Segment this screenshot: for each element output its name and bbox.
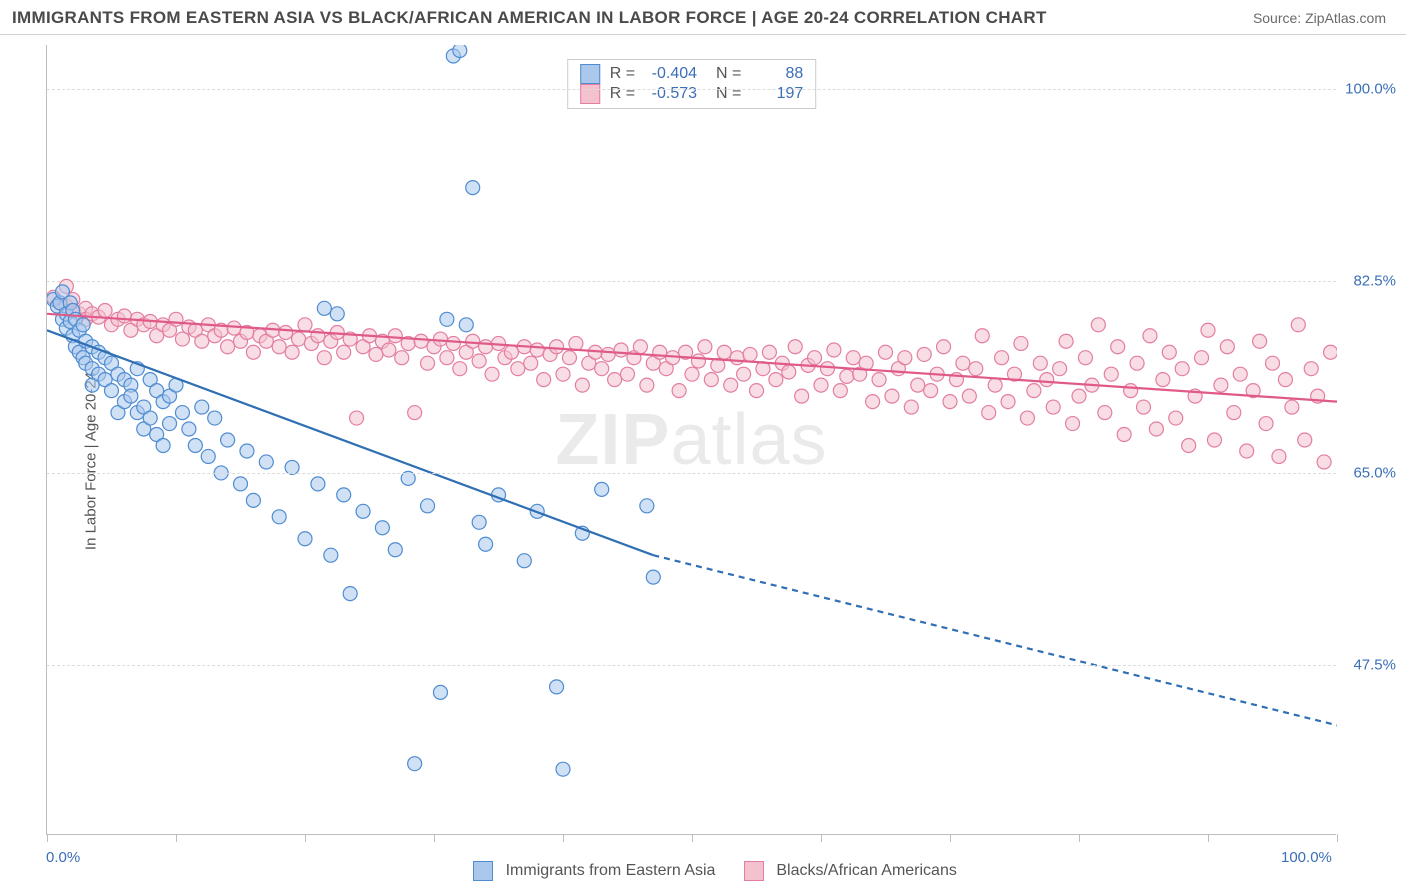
gridline (47, 281, 1336, 282)
x-tick (1337, 834, 1338, 842)
x-tick (305, 834, 306, 842)
swatch-blue-icon (580, 64, 600, 84)
x-tick (47, 834, 48, 842)
gridline (47, 665, 1336, 666)
y-tick-label: 47.5% (1353, 656, 1396, 673)
chart-area: In Labor Force | Age 20-24 ZIPatlas R = … (0, 35, 1406, 887)
r-value-blue: -0.404 (645, 65, 697, 83)
legend-row-pink: R = -0.573 N = 197 (580, 84, 804, 104)
series-legend: Immigrants from Eastern Asia Blacks/Afri… (0, 861, 1406, 881)
swatch-pink-icon (580, 84, 600, 104)
swatch-pink-icon (744, 861, 764, 881)
legend-label-blue: Immigrants from Eastern Asia (506, 862, 716, 879)
chart-source: Source: ZipAtlas.com (1253, 10, 1386, 26)
y-tick-label: 100.0% (1345, 80, 1396, 97)
chart-title: IMMIGRANTS FROM EASTERN ASIA VS BLACK/AF… (12, 8, 1047, 28)
plot-svg (47, 45, 1337, 835)
x-tick (176, 834, 177, 842)
r-value-pink: -0.573 (645, 85, 697, 103)
y-tick-label: 82.5% (1353, 272, 1396, 289)
x-tick (821, 834, 822, 842)
x-tick (950, 834, 951, 842)
x-tick (434, 834, 435, 842)
n-value-blue: 88 (751, 65, 803, 83)
x-tick (1208, 834, 1209, 842)
y-tick-label: 65.0% (1353, 464, 1396, 481)
legend-row-blue: R = -0.404 N = 88 (580, 64, 804, 84)
correlation-legend: R = -0.404 N = 88 R = -0.573 N = 197 (567, 59, 817, 109)
chart-header: IMMIGRANTS FROM EASTERN ASIA VS BLACK/AF… (0, 0, 1406, 35)
n-value-pink: 197 (751, 85, 803, 103)
legend-label-pink: Blacks/African Americans (776, 862, 957, 879)
x-tick (563, 834, 564, 842)
gridline (47, 473, 1336, 474)
x-tick (692, 834, 693, 842)
x-tick (1079, 834, 1080, 842)
scatter-plot: ZIPatlas R = -0.404 N = 88 R = -0.573 N … (46, 45, 1336, 835)
swatch-blue-icon (473, 861, 493, 881)
gridline (47, 89, 1336, 90)
